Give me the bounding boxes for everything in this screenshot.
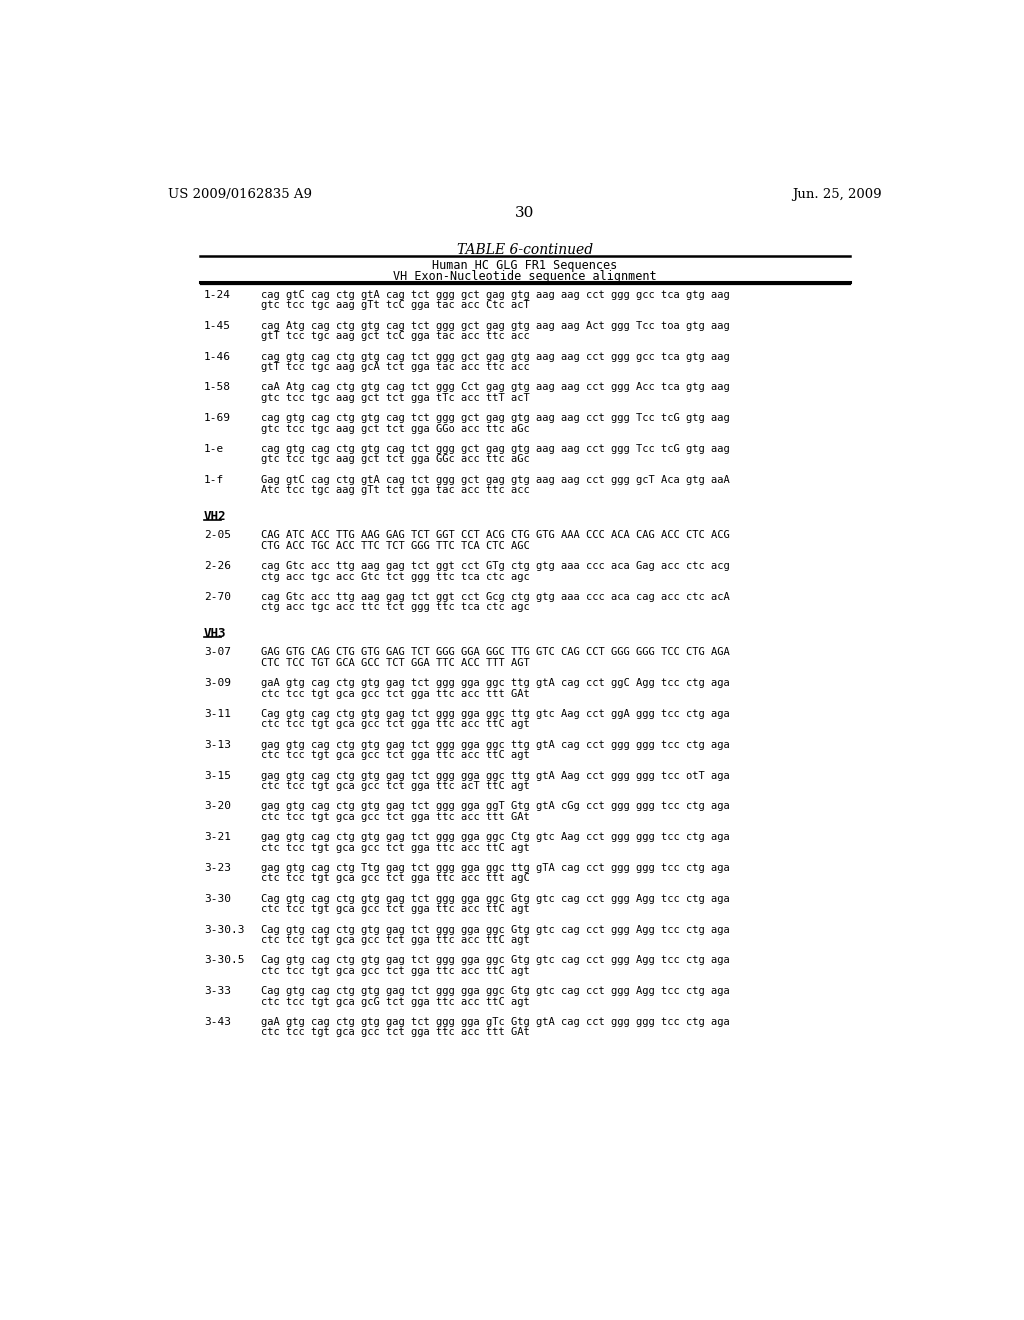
Text: ctc tcc tgt gca gcc tct gga ttc acc ttC agt: ctc tcc tgt gca gcc tct gga ttc acc ttC …	[261, 750, 530, 760]
Text: gtT tcc tgc aag gct tcC gga tac acc ttc acc: gtT tcc tgc aag gct tcC gga tac acc ttc …	[261, 331, 530, 342]
Text: 1-45: 1-45	[204, 321, 231, 331]
Text: 3-13: 3-13	[204, 739, 231, 750]
Text: 3-33: 3-33	[204, 986, 231, 997]
Text: 30: 30	[515, 206, 535, 220]
Text: gag gtg cag ctg gtg gag tct ggg gga ggc ttg gtA cag cct ggg ggg tcc ctg aga: gag gtg cag ctg gtg gag tct ggg gga ggc …	[261, 739, 730, 750]
Text: 3-11: 3-11	[204, 709, 231, 719]
Text: Jun. 25, 2009: Jun. 25, 2009	[792, 187, 882, 201]
Text: ctc tcc tgt gca gcc tct gga ttc acc ttt GAt: ctc tcc tgt gca gcc tct gga ttc acc ttt …	[261, 812, 530, 822]
Text: gaA gtg cag ctg gtg gag tct ggg gga gTc Gtg gtA cag cct ggg ggg tcc ctg aga: gaA gtg cag ctg gtg gag tct ggg gga gTc …	[261, 1016, 730, 1027]
Text: Cag gtg cag ctg gtg gag tct ggg gga ggc ttg gtc Aag cct ggA ggg tcc ctg aga: Cag gtg cag ctg gtg gag tct ggg gga ggc …	[261, 709, 730, 719]
Text: 1-69: 1-69	[204, 413, 231, 424]
Text: Gag gtC cag ctg gtA cag tct ggg gct gag gtg aag aag cct ggg gcT Aca gtg aaA: Gag gtC cag ctg gtA cag tct ggg gct gag …	[261, 475, 730, 484]
Text: CAG ATC ACC TTG AAG GAG TCT GGT CCT ACG CTG GTG AAA CCC ACA CAG ACC CTC ACG: CAG ATC ACC TTG AAG GAG TCT GGT CCT ACG …	[261, 531, 730, 540]
Text: 3-15: 3-15	[204, 771, 231, 780]
Text: 1-58: 1-58	[204, 383, 231, 392]
Text: gag gtg cag ctg gtg gag tct ggg gga ggc Ctg gtc Aag cct ggg ggg tcc ctg aga: gag gtg cag ctg gtg gag tct ggg gga ggc …	[261, 832, 730, 842]
Text: ctc tcc tgt gca gcc tct gga ttc acc ttC agt: ctc tcc tgt gca gcc tct gga ttc acc ttC …	[261, 966, 530, 975]
Text: ctg acc tgc acc Gtc tct ggg ttc tca ctc agc: ctg acc tgc acc Gtc tct ggg ttc tca ctc …	[261, 572, 530, 582]
Text: 3-30.3: 3-30.3	[204, 924, 245, 935]
Text: 1-24: 1-24	[204, 290, 231, 300]
Text: 3-30: 3-30	[204, 894, 231, 904]
Text: gtT tcc tgc aag gcA tct gga tac acc ttc acc: gtT tcc tgc aag gcA tct gga tac acc ttc …	[261, 362, 530, 372]
Text: 3-43: 3-43	[204, 1016, 231, 1027]
Text: Cag gtg cag ctg gtg gag tct ggg gga ggc Gtg gtc cag cct ggg Agg tcc ctg aga: Cag gtg cag ctg gtg gag tct ggg gga ggc …	[261, 894, 730, 904]
Text: GAG GTG CAG CTG GTG GAG TCT GGG GGA GGC TTG GTC CAG CCT GGG GGG TCC CTG AGA: GAG GTG CAG CTG GTG GAG TCT GGG GGA GGC …	[261, 647, 730, 657]
Text: cag gtg cag ctg gtg cag tct ggg gct gag gtg aag aag cct ggg Tcc tcG gtg aag: cag gtg cag ctg gtg cag tct ggg gct gag …	[261, 444, 730, 454]
Text: Human HC GLG FR1 Sequences: Human HC GLG FR1 Sequences	[432, 259, 617, 272]
Text: 3-07: 3-07	[204, 647, 231, 657]
Text: TABLE 6-continued: TABLE 6-continued	[457, 243, 593, 257]
Text: cag Gtc acc ttg aag gag tct ggt cct Gcg ctg gtg aaa ccc aca cag acc ctc acA: cag Gtc acc ttg aag gag tct ggt cct Gcg …	[261, 591, 730, 602]
Text: VH Exon-Nucleotide sequence alignment: VH Exon-Nucleotide sequence alignment	[393, 271, 656, 282]
Text: 1-f: 1-f	[204, 475, 224, 484]
Text: CTG ACC TGC ACC TTC TCT GGG TTC TCA CTC AGC: CTG ACC TGC ACC TTC TCT GGG TTC TCA CTC …	[261, 541, 530, 550]
Text: Atc tcc tgc aag gTt tct gga tac acc ttc acc: Atc tcc tgc aag gTt tct gga tac acc ttc …	[261, 486, 530, 495]
Text: ctc tcc tgt gca gcc tct gga ttc acc ttC agt: ctc tcc tgt gca gcc tct gga ttc acc ttC …	[261, 719, 530, 730]
Text: 1-e: 1-e	[204, 444, 224, 454]
Text: gtc tcc tgc aag gct tct gga tTc acc ttT acT: gtc tcc tgc aag gct tct gga tTc acc ttT …	[261, 393, 530, 403]
Text: gag gtg cag ctg gtg gag tct ggg gga ggT Gtg gtA cGg cct ggg ggg tcc ctg aga: gag gtg cag ctg gtg gag tct ggg gga ggT …	[261, 801, 730, 812]
Text: ctc tcc tgt gca gcc tct gga ttc acc ttC agt: ctc tcc tgt gca gcc tct gga ttc acc ttC …	[261, 935, 530, 945]
Text: gag gtg cag ctg Ttg gag tct ggg gga ggc ttg gTA cag cct ggg ggg tcc ctg aga: gag gtg cag ctg Ttg gag tct ggg gga ggc …	[261, 863, 730, 873]
Text: cag gtg cag ctg gtg cag tct ggg gct gag gtg aag aag cct ggg Tcc tcG gtg aag: cag gtg cag ctg gtg cag tct ggg gct gag …	[261, 413, 730, 424]
Text: ctc tcc tgt gca gcG tct gga ttc acc ttC agt: ctc tcc tgt gca gcG tct gga ttc acc ttC …	[261, 997, 530, 1007]
Text: ctc tcc tgt gca gcc tct gga ttc acT ttC agt: ctc tcc tgt gca gcc tct gga ttc acT ttC …	[261, 781, 530, 791]
Text: cag Gtc acc ttg aag gag tct ggt cct GTg ctg gtg aaa ccc aca Gag acc ctc acg: cag Gtc acc ttg aag gag tct ggt cct GTg …	[261, 561, 730, 572]
Text: Cag gtg cag ctg gtg gag tct ggg gga ggc Gtg gtc cag cct ggg Agg tcc ctg aga: Cag gtg cag ctg gtg gag tct ggg gga ggc …	[261, 986, 730, 997]
Text: 2-26: 2-26	[204, 561, 231, 572]
Text: 3-09: 3-09	[204, 678, 231, 688]
Text: 3-21: 3-21	[204, 832, 231, 842]
Text: US 2009/0162835 A9: US 2009/0162835 A9	[168, 187, 312, 201]
Text: cag gtg cag ctg gtg cag tct ggg gct gag gtg aag aag cct ggg gcc tca gtg aag: cag gtg cag ctg gtg cag tct ggg gct gag …	[261, 351, 730, 362]
Text: VH3: VH3	[204, 627, 226, 640]
Text: gtc tcc tgc aag gct tct gga GGo acc ttc aGc: gtc tcc tgc aag gct tct gga GGo acc ttc …	[261, 424, 530, 434]
Text: cag gtC cag ctg gtA cag tct ggg gct gag gtg aag aag cct ggg gcc tca gtg aag: cag gtC cag ctg gtA cag tct ggg gct gag …	[261, 290, 730, 300]
Text: gag gtg cag ctg gtg gag tct ggg gga ggc ttg gtA Aag cct ggg ggg tcc otT aga: gag gtg cag ctg gtg gag tct ggg gga ggc …	[261, 771, 730, 780]
Text: ctc tcc tgt gca gcc tct gga ttc acc ttt agC: ctc tcc tgt gca gcc tct gga ttc acc ttt …	[261, 874, 530, 883]
Text: ctc tcc tgt gca gcc tct gga ttc acc ttC agt: ctc tcc tgt gca gcc tct gga ttc acc ttC …	[261, 904, 530, 915]
Text: gtc tcc tgc aag gct tct gga GGc acc ttc aGc: gtc tcc tgc aag gct tct gga GGc acc ttc …	[261, 454, 530, 465]
Text: CTC TCC TGT GCA GCC TCT GGA TTC ACC TTT AGT: CTC TCC TGT GCA GCC TCT GGA TTC ACC TTT …	[261, 657, 530, 668]
Text: VH2: VH2	[204, 511, 226, 523]
Text: cag Atg cag ctg gtg cag tct ggg gct gag gtg aag aag Act ggg Tcc toa gtg aag: cag Atg cag ctg gtg cag tct ggg gct gag …	[261, 321, 730, 331]
Text: 1-46: 1-46	[204, 351, 231, 362]
Text: ctc tcc tgt gca gcc tct gga ttc acc ttC agt: ctc tcc tgt gca gcc tct gga ttc acc ttC …	[261, 842, 530, 853]
Text: caA Atg cag ctg gtg cag tct ggg Cct gag gtg aag aag cct ggg Acc tca gtg aag: caA Atg cag ctg gtg cag tct ggg Cct gag …	[261, 383, 730, 392]
Text: Cag gtg cag ctg gtg gag tct ggg gga ggc Gtg gtc cag cct ggg Agg tcc ctg aga: Cag gtg cag ctg gtg gag tct ggg gga ggc …	[261, 956, 730, 965]
Text: 3-20: 3-20	[204, 801, 231, 812]
Text: gaA gtg cag ctg gtg gag tct ggg gga ggc ttg gtA cag cct ggC Agg tcc ctg aga: gaA gtg cag ctg gtg gag tct ggg gga ggc …	[261, 678, 730, 688]
Text: gtc tcc tgc aag gTt tcC gga tac acc Ctc acT: gtc tcc tgc aag gTt tcC gga tac acc Ctc …	[261, 301, 530, 310]
Text: 2-05: 2-05	[204, 531, 231, 540]
Text: 2-70: 2-70	[204, 591, 231, 602]
Text: 3-23: 3-23	[204, 863, 231, 873]
Text: ctg acc tgc acc ttc tct ggg ttc tca ctc agc: ctg acc tgc acc ttc tct ggg ttc tca ctc …	[261, 602, 530, 612]
Text: ctc tcc tgt gca gcc tct gga ttc acc ttt GAt: ctc tcc tgt gca gcc tct gga ttc acc ttt …	[261, 1027, 530, 1038]
Text: ctc tcc tgt gca gcc tct gga ttc acc ttt GAt: ctc tcc tgt gca gcc tct gga ttc acc ttt …	[261, 689, 530, 698]
Text: Cag gtg cag ctg gtg gag tct ggg gga ggc Gtg gtc cag cct ggg Agg tcc ctg aga: Cag gtg cag ctg gtg gag tct ggg gga ggc …	[261, 924, 730, 935]
Text: 3-30.5: 3-30.5	[204, 956, 245, 965]
